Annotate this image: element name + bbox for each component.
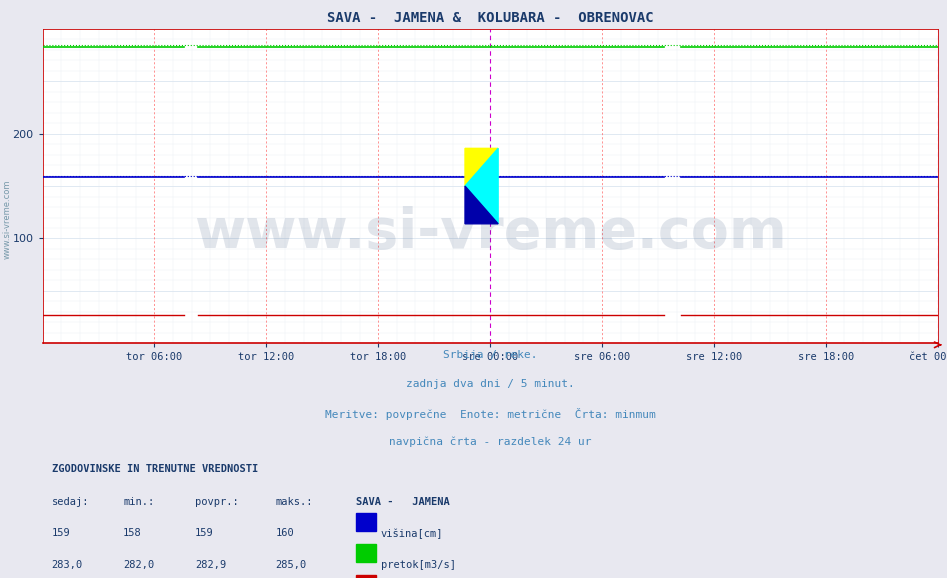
Text: 285,0: 285,0 xyxy=(276,560,307,570)
Text: 283,0: 283,0 xyxy=(51,560,82,570)
Bar xyxy=(356,544,376,562)
Text: Srbija / reke.: Srbija / reke. xyxy=(443,350,537,360)
Text: 160: 160 xyxy=(276,528,294,539)
Text: povpr.:: povpr.: xyxy=(195,497,239,507)
Text: zadnja dva dni / 5 minut.: zadnja dva dni / 5 minut. xyxy=(405,379,575,389)
Text: 282,9: 282,9 xyxy=(195,560,226,570)
Text: 282,0: 282,0 xyxy=(123,560,154,570)
Text: SAVA -   JAMENA: SAVA - JAMENA xyxy=(356,497,450,507)
Text: 159: 159 xyxy=(51,528,70,539)
Text: www.si-vreme.com: www.si-vreme.com xyxy=(3,180,12,260)
Text: min.:: min.: xyxy=(123,497,154,507)
Text: maks.:: maks.: xyxy=(276,497,313,507)
Text: 159: 159 xyxy=(195,528,213,539)
Polygon shape xyxy=(465,149,498,224)
Text: 158: 158 xyxy=(123,528,142,539)
Text: pretok[m3/s]: pretok[m3/s] xyxy=(381,560,456,570)
Polygon shape xyxy=(465,149,498,186)
Bar xyxy=(356,513,376,531)
Text: navpična črta - razdelek 24 ur: navpična črta - razdelek 24 ur xyxy=(389,437,591,447)
Polygon shape xyxy=(465,186,498,224)
Text: višina[cm]: višina[cm] xyxy=(381,528,443,539)
Text: sedaj:: sedaj: xyxy=(51,497,89,507)
Title: SAVA -  JAMENA &  KOLUBARA -  OBRENOVAC: SAVA - JAMENA & KOLUBARA - OBRENOVAC xyxy=(327,11,653,25)
Bar xyxy=(356,575,376,578)
Text: Meritve: povprečne  Enote: metrične  Črta: minmum: Meritve: povprečne Enote: metrične Črta:… xyxy=(325,408,655,420)
Text: www.si-vreme.com: www.si-vreme.com xyxy=(194,206,786,260)
Text: ZGODOVINSKE IN TRENUTNE VREDNOSTI: ZGODOVINSKE IN TRENUTNE VREDNOSTI xyxy=(51,464,258,474)
